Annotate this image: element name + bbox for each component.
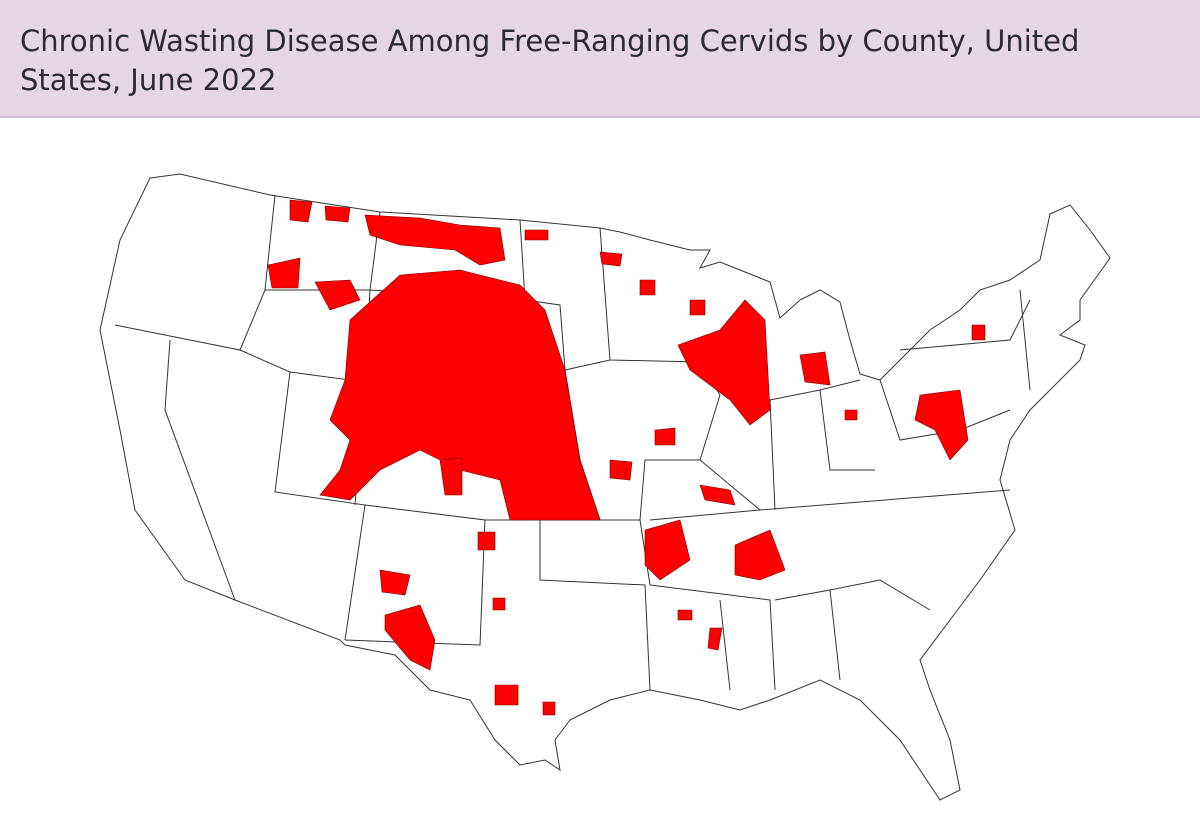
cwd-region (494, 684, 519, 706)
cwd-region (707, 627, 723, 651)
cwd-region (677, 299, 771, 426)
cwd-region (542, 701, 556, 716)
cwd-region (689, 299, 706, 316)
cwd-counties (267, 199, 986, 716)
cwd-region (844, 409, 858, 421)
cwd-region (379, 569, 411, 596)
cwd-region (364, 214, 506, 266)
header: Chronic Wasting Disease Among Free-Rangi… (0, 0, 1200, 118)
cwd-region (439, 457, 463, 496)
cwd-region (324, 205, 351, 223)
cwd-region (314, 279, 361, 311)
cwd-region (289, 199, 313, 223)
cwd-region (267, 257, 301, 289)
cwd-region (734, 529, 786, 581)
cwd-region (599, 251, 623, 267)
cwd-region (524, 229, 549, 241)
us-map (99, 173, 1111, 801)
cwd-region (644, 519, 691, 581)
cwd-region (677, 609, 693, 621)
cwd-region (477, 531, 496, 551)
states (99, 173, 1111, 801)
cwd-region (654, 427, 676, 446)
title: Chronic Wasting Disease Among Free-Rangi… (20, 24, 1080, 97)
us-outline (99, 173, 1111, 801)
cwd-region (319, 269, 601, 521)
cwd-region (492, 597, 506, 611)
cwd-region (384, 604, 436, 671)
cwd-region (639, 279, 656, 296)
cwd-region (914, 389, 969, 461)
cwd-region (609, 459, 633, 481)
cwd-region (799, 351, 831, 386)
cwd-region (971, 324, 986, 341)
cwd-region (699, 484, 736, 506)
